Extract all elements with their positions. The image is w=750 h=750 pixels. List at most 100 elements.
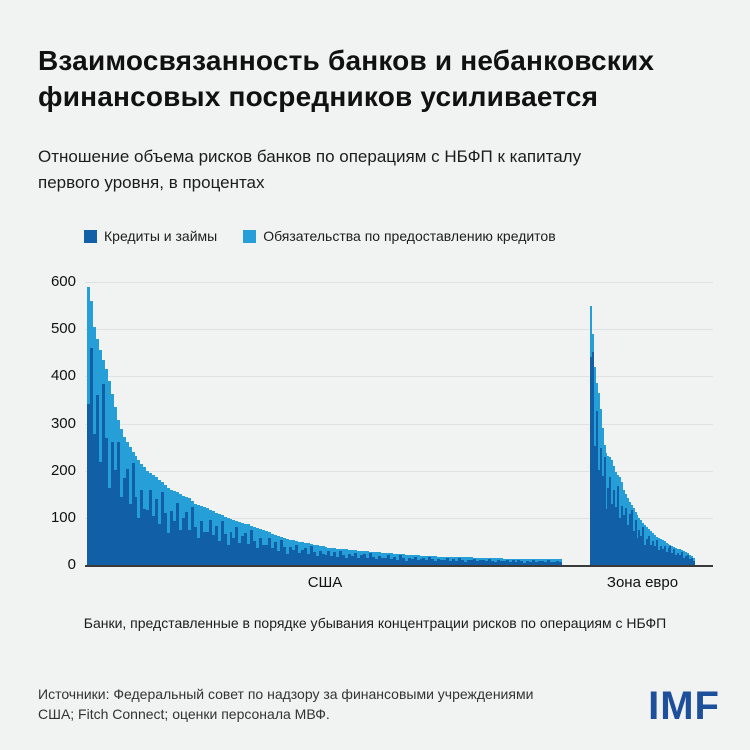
bar-loans-segment bbox=[128, 503, 132, 565]
bar bbox=[490, 558, 494, 565]
bar-loans-segment bbox=[119, 497, 123, 565]
bar bbox=[259, 529, 263, 565]
bar bbox=[389, 553, 393, 565]
bar-loans-segment bbox=[673, 549, 676, 565]
bar bbox=[683, 551, 685, 565]
bar bbox=[628, 501, 631, 565]
bar bbox=[553, 559, 557, 565]
bar bbox=[282, 537, 286, 565]
bar bbox=[193, 503, 197, 565]
imf-logo: IMF bbox=[648, 684, 720, 728]
bar-loans-segment bbox=[630, 509, 633, 565]
bar-group-usa bbox=[87, 282, 563, 565]
bar-loans-segment bbox=[193, 527, 197, 565]
bar-loans-segment bbox=[339, 550, 343, 565]
bar bbox=[377, 552, 381, 565]
bar-loans-segment bbox=[134, 497, 138, 565]
bar bbox=[199, 505, 203, 565]
bar-loans-segment bbox=[235, 527, 239, 565]
bar-loans-segment bbox=[300, 549, 304, 565]
bar-loans-segment bbox=[101, 384, 105, 565]
bar bbox=[481, 557, 485, 565]
bar bbox=[603, 444, 606, 565]
chart-note: Банки, представленные в порядке убывания… bbox=[83, 615, 667, 631]
bar bbox=[205, 508, 209, 565]
bar bbox=[152, 475, 156, 565]
bar-loans-segment bbox=[161, 492, 165, 565]
bar-loans-segment bbox=[443, 560, 447, 565]
bar bbox=[467, 557, 470, 565]
bar-loans-segment bbox=[223, 533, 227, 565]
bar-loans-segment bbox=[149, 489, 153, 565]
bar-loans-segment bbox=[303, 547, 307, 565]
bar-loans-segment bbox=[617, 486, 620, 565]
bar bbox=[285, 538, 289, 565]
bar bbox=[363, 551, 367, 565]
bar bbox=[407, 554, 411, 565]
bar-loans-segment bbox=[164, 512, 168, 565]
bar bbox=[413, 555, 417, 565]
bar bbox=[529, 559, 533, 565]
bar-loans-segment bbox=[167, 532, 171, 565]
bar bbox=[140, 464, 144, 565]
bar bbox=[446, 556, 450, 565]
bar bbox=[357, 550, 361, 565]
bar bbox=[125, 442, 129, 565]
bar-loans-segment bbox=[679, 554, 682, 565]
bar-loans-segment bbox=[597, 470, 600, 565]
bar bbox=[611, 460, 614, 565]
bar bbox=[294, 541, 298, 565]
bar-loans-segment bbox=[363, 554, 367, 565]
bar bbox=[478, 557, 482, 565]
bar bbox=[110, 394, 114, 565]
bar bbox=[386, 553, 390, 565]
bar bbox=[95, 338, 99, 565]
bar bbox=[98, 350, 102, 565]
bar bbox=[626, 498, 629, 565]
bar-loans-segment bbox=[622, 515, 625, 565]
bar-loans-segment bbox=[262, 545, 266, 565]
bar-loans-segment bbox=[550, 561, 554, 565]
bar-loans-segment bbox=[98, 462, 102, 565]
bar bbox=[434, 556, 438, 565]
bar bbox=[449, 556, 453, 565]
bar bbox=[223, 516, 227, 565]
bar-loans-segment bbox=[315, 556, 319, 565]
bar-loans-segment bbox=[116, 441, 120, 565]
bar bbox=[593, 366, 596, 565]
bar-loans-segment bbox=[446, 558, 450, 565]
bar bbox=[179, 494, 182, 565]
bar bbox=[550, 559, 554, 565]
bar-loans-segment bbox=[556, 560, 560, 565]
bar bbox=[244, 523, 248, 565]
bar-loans-segment bbox=[428, 556, 432, 565]
bar-loans-segment bbox=[487, 559, 491, 565]
x-label-euro: Зона евро bbox=[606, 574, 679, 591]
bar bbox=[345, 549, 349, 565]
bar bbox=[297, 541, 301, 565]
bar bbox=[265, 531, 269, 565]
bar-loans-segment bbox=[265, 545, 269, 565]
bar bbox=[508, 558, 512, 565]
bar bbox=[250, 525, 254, 565]
bar bbox=[214, 512, 218, 565]
legend-swatch-commitments-icon bbox=[243, 229, 257, 243]
bar-loans-segment bbox=[256, 548, 260, 565]
bar bbox=[590, 305, 592, 565]
bar-loans-segment bbox=[268, 538, 272, 565]
bar bbox=[104, 369, 108, 565]
bar-loans-segment bbox=[650, 545, 652, 565]
bar bbox=[599, 409, 602, 565]
bar-loans-segment bbox=[648, 535, 651, 565]
bar bbox=[410, 555, 414, 565]
bar bbox=[443, 556, 447, 565]
bar bbox=[134, 456, 138, 565]
bar-loans-segment bbox=[591, 352, 594, 565]
bar-loans-segment bbox=[291, 550, 295, 565]
legend-item-commitments: Обязательства по предоставлению кредитов bbox=[243, 228, 556, 244]
bar-loans-segment bbox=[669, 546, 672, 565]
bar bbox=[256, 527, 260, 565]
bar-loans-segment bbox=[226, 545, 230, 565]
bar bbox=[547, 559, 551, 565]
bar-loans-segment bbox=[131, 463, 135, 565]
